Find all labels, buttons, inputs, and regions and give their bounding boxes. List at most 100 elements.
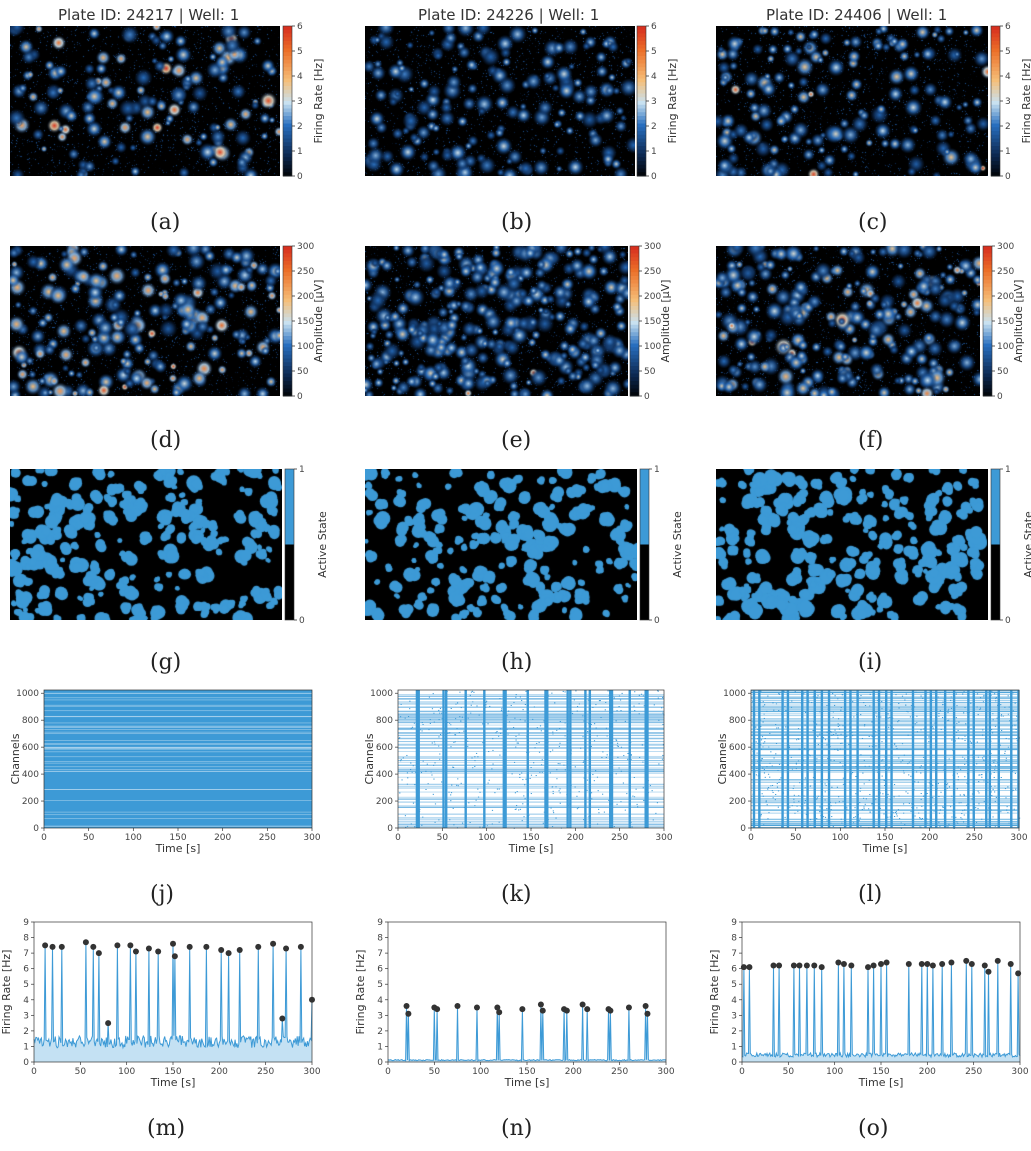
- spike-k: [564, 735, 566, 737]
- colorbar-a-seg: [283, 164, 292, 169]
- spike-l: [764, 741, 766, 743]
- spike-l: [815, 723, 818, 725]
- spike-l: [951, 795, 953, 797]
- colorbar-c-seg: [991, 112, 1000, 117]
- spike-k: [459, 691, 461, 693]
- spike-l: [995, 698, 997, 700]
- colorbar-f-seg: [983, 366, 992, 371]
- colorbar-c-seg: [991, 138, 1000, 143]
- spike-l: [771, 765, 773, 767]
- y-tick-label-o: 3: [731, 1011, 737, 1021]
- spike-k: [477, 756, 479, 758]
- colorbar-a-seg: [283, 26, 292, 31]
- spike-k: [620, 746, 623, 748]
- spike-k: [430, 771, 432, 773]
- colorbar-f-seg: [983, 388, 992, 393]
- spike-l: [867, 808, 870, 810]
- colorbar-e-seg: [630, 268, 639, 273]
- spike-l: [793, 785, 795, 787]
- colorbar-b-seg: [637, 37, 646, 42]
- raster-row-k: [398, 760, 664, 762]
- colorbar-a-seg: [283, 134, 292, 139]
- spike-l: [994, 725, 997, 727]
- colorbar-a-seg: [283, 33, 292, 38]
- x-tick-label-o: 200: [919, 1067, 936, 1077]
- y-tick-label-l: 400: [729, 770, 746, 780]
- peak-marker-m: [218, 947, 225, 953]
- y-tick-label-n: 3: [377, 1011, 383, 1021]
- spike-l: [1012, 692, 1014, 694]
- spike-l: [902, 759, 904, 761]
- spike-l: [757, 760, 759, 762]
- spike-l: [994, 759, 996, 761]
- raster-row-k: [398, 733, 664, 735]
- colorbar-b-seg: [637, 97, 646, 102]
- spike-k: [552, 812, 555, 814]
- spike-l: [853, 716, 855, 718]
- colorbar-c-seg: [991, 44, 1000, 49]
- colorbar-e-seg: [630, 339, 639, 344]
- spike-k: [499, 754, 501, 756]
- spike-l: [962, 810, 964, 812]
- spike-k: [596, 823, 599, 825]
- raster-row-k: [398, 728, 664, 729]
- spike-l: [881, 775, 883, 777]
- raster-row-k: [398, 768, 664, 770]
- spike-k: [577, 807, 580, 809]
- colorbar-a-seg: [283, 93, 292, 98]
- spike-l: [860, 754, 862, 756]
- raster-row-k: [398, 722, 664, 724]
- spike-k: [662, 724, 664, 726]
- spike-l: [994, 765, 997, 767]
- spike-l: [790, 706, 793, 708]
- spike-k: [474, 760, 476, 762]
- spike-l: [812, 729, 814, 731]
- peak-marker-o: [981, 962, 988, 969]
- raster-gap-j: [44, 699, 312, 701]
- raster-row-k: [398, 727, 664, 729]
- spike-l: [898, 757, 900, 759]
- spike-l: [836, 748, 838, 750]
- spike-l: [877, 699, 879, 701]
- colorbar-i-tick-label: 1: [1005, 465, 1011, 475]
- spike-k: [652, 819, 654, 821]
- spike-k: [450, 708, 452, 710]
- colorbar-b-seg: [637, 112, 646, 117]
- colorbar-i-inactive: [991, 544, 1000, 620]
- spike-k: [624, 720, 626, 722]
- spike-k: [412, 802, 415, 804]
- spike-k: [549, 772, 551, 774]
- spike-k: [600, 717, 602, 719]
- spike-l: [859, 790, 861, 792]
- spike-l: [819, 733, 821, 735]
- spike-l: [983, 780, 985, 782]
- spike-k: [608, 799, 610, 801]
- spike-l: [981, 776, 983, 778]
- raster-row-k: [398, 796, 664, 798]
- y-tick-label-n: 2: [377, 1027, 383, 1037]
- spike-k: [517, 742, 519, 744]
- spike-l: [826, 704, 828, 706]
- raster-row-k: [398, 806, 664, 808]
- raster-row-k: [398, 724, 664, 726]
- spike-k: [524, 784, 526, 786]
- y-tick-label-m: 1: [23, 1042, 29, 1052]
- spike-l: [846, 735, 848, 737]
- burst-band-l: [924, 690, 927, 828]
- burst-band-l: [820, 690, 824, 828]
- spike-l: [780, 777, 782, 779]
- spike-k: [653, 704, 655, 706]
- colorbar-a-seg: [283, 86, 292, 91]
- spike-l: [757, 743, 759, 745]
- colorbar-a-tick-label: 5: [297, 47, 303, 57]
- spike-k: [555, 817, 557, 819]
- spike-l: [774, 799, 776, 801]
- burst-band-l: [885, 690, 888, 828]
- spike-l: [923, 728, 925, 730]
- spike-l: [859, 817, 861, 819]
- spike-k: [422, 724, 424, 726]
- spike-l: [761, 758, 763, 760]
- spike-l: [895, 811, 897, 813]
- spike-k: [583, 720, 585, 722]
- raster-row-k: [398, 807, 664, 808]
